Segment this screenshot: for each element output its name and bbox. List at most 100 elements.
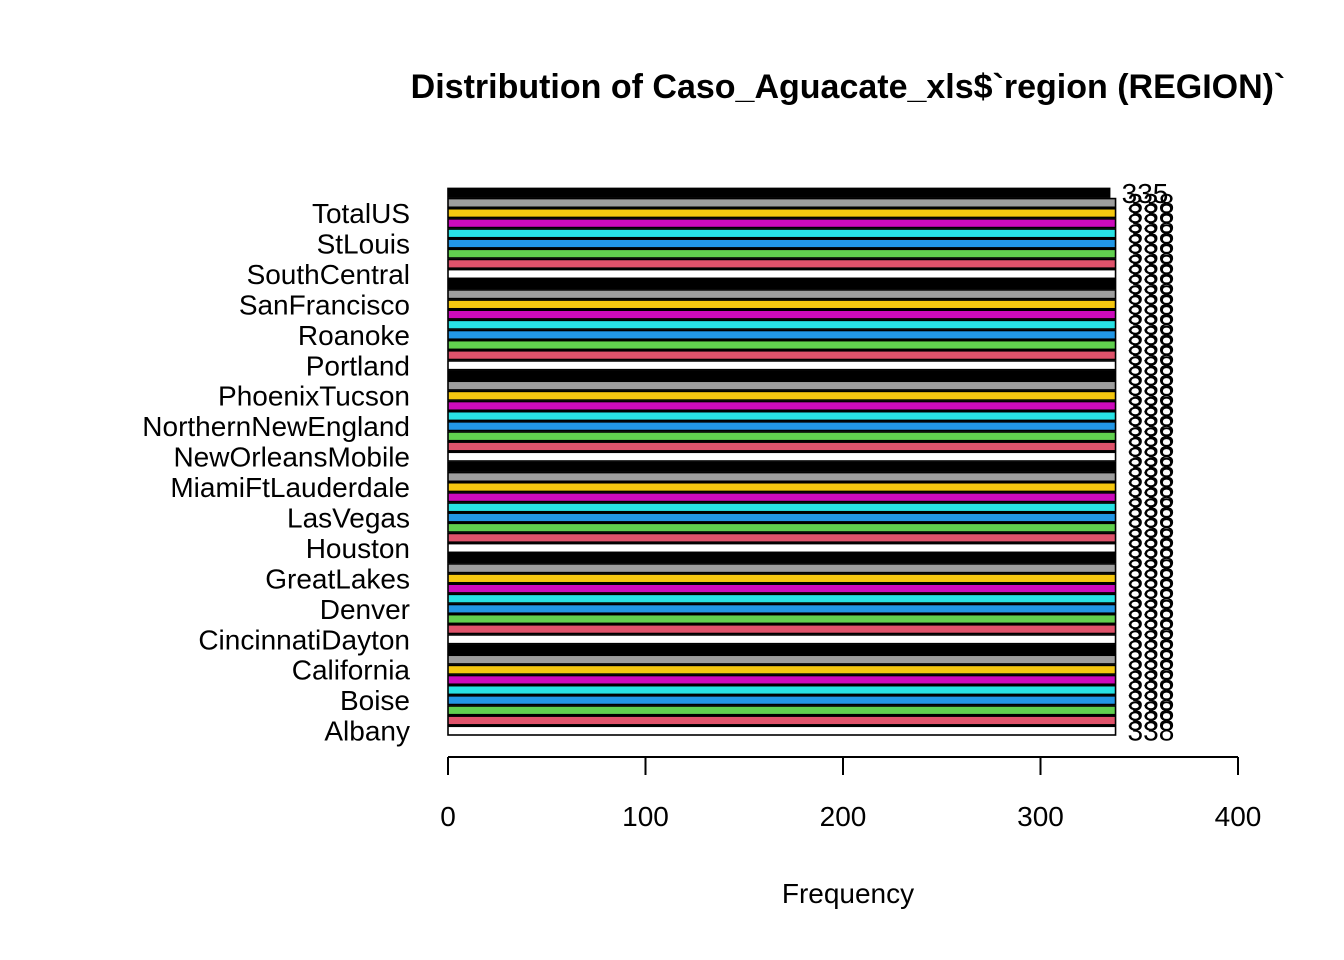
bar-Boise bbox=[447, 695, 1117, 706]
bar-Philadelphia bbox=[447, 400, 1117, 412]
bar-Midsouth bbox=[447, 471, 1117, 483]
category-label-NorthernNewEngland: NorthernNewEngland bbox=[142, 411, 410, 442]
bar-HarrisburgScranton bbox=[447, 563, 1117, 574]
value-label-RaleighGreensboro: 338 bbox=[1128, 340, 1175, 371]
bar-Boston bbox=[447, 684, 1117, 696]
bar-NorthernNewEngland bbox=[447, 421, 1117, 432]
bar-Chicago bbox=[447, 644, 1117, 655]
category-label-CincinnatiDayton: CincinnatiDayton bbox=[198, 624, 410, 655]
bar-BaltimoreWashington bbox=[447, 705, 1117, 716]
value-label-Midsouth: 338 bbox=[1128, 462, 1175, 493]
value-label-Roanoke: 338 bbox=[1128, 320, 1175, 351]
bar-Syracuse bbox=[447, 228, 1117, 239]
bar-Houston bbox=[447, 542, 1117, 554]
value-label-RichmondNorfolk: 338 bbox=[1128, 330, 1175, 361]
value-label-Portland: 338 bbox=[1128, 350, 1175, 381]
value-label-TotalUS: 338 bbox=[1128, 198, 1175, 229]
category-label-Boise: Boise bbox=[340, 685, 410, 716]
bar-Tampa bbox=[447, 218, 1117, 229]
value-label-Orlando: 338 bbox=[1128, 401, 1175, 432]
value-label-CincinnatiDayton: 338 bbox=[1128, 624, 1175, 655]
bar-RichmondNorfolk bbox=[447, 339, 1117, 351]
bar-DallasFtWorth bbox=[447, 613, 1117, 625]
value-label-WestTexNewMexico: 335 bbox=[1122, 178, 1169, 209]
category-label-Houston: Houston bbox=[306, 533, 410, 564]
value-label-Seattle: 338 bbox=[1128, 279, 1175, 310]
value-label-HartfordSpringfield: 338 bbox=[1128, 543, 1175, 574]
bar-LosAngeles bbox=[447, 502, 1117, 513]
bar-TotalUS bbox=[447, 207, 1117, 219]
bar-SouthCentral bbox=[447, 268, 1117, 280]
bar-Seattle bbox=[447, 289, 1117, 300]
bar-LasVegas bbox=[447, 512, 1117, 523]
x-tick-label-200: 200 bbox=[820, 801, 867, 832]
value-label-GrandRapids: 338 bbox=[1128, 574, 1175, 605]
value-label-Jacksonville: 338 bbox=[1128, 513, 1175, 544]
value-label-StLouis: 338 bbox=[1128, 229, 1175, 260]
bar-Roanoke bbox=[447, 329, 1117, 341]
bar-Southeast bbox=[447, 258, 1117, 269]
value-label-NewOrleansMobile: 338 bbox=[1128, 442, 1175, 473]
bar-Pittsburgh bbox=[447, 380, 1117, 391]
value-label-Charlotte: 338 bbox=[1128, 645, 1175, 676]
bar-SanDiego bbox=[447, 309, 1117, 320]
value-label-Tampa: 338 bbox=[1128, 208, 1175, 239]
value-label-Columbus: 338 bbox=[1128, 614, 1175, 645]
x-tick-label-0: 0 bbox=[440, 801, 456, 832]
bar-CincinnatiDayton bbox=[447, 634, 1117, 645]
value-label-Philadelphia: 338 bbox=[1128, 391, 1175, 422]
category-label-Portland: Portland bbox=[306, 350, 410, 381]
category-label-SouthCentral: SouthCentral bbox=[247, 259, 410, 290]
value-label-SanFrancisco: 338 bbox=[1128, 289, 1175, 320]
value-label-Nashville: 338 bbox=[1128, 452, 1175, 483]
value-label-Spokane: 338 bbox=[1128, 239, 1175, 270]
bar-Orlando bbox=[447, 410, 1117, 422]
bar-Detroit bbox=[447, 593, 1117, 604]
bar-BuffaloRochester bbox=[447, 674, 1117, 686]
value-label-Syracuse: 338 bbox=[1128, 218, 1175, 249]
category-label-TotalUS: TotalUS bbox=[312, 198, 410, 229]
bar-NewYork bbox=[447, 441, 1117, 452]
category-label-MiamiFtLauderdale: MiamiFtLauderdale bbox=[170, 472, 410, 503]
value-label-Indianapolis: 338 bbox=[1128, 523, 1175, 554]
bar-Atlanta bbox=[447, 715, 1117, 726]
x-tick-label-400: 400 bbox=[1215, 801, 1262, 832]
bar-Sacramento bbox=[447, 319, 1117, 330]
category-label-Denver: Denver bbox=[320, 594, 410, 625]
value-label-Denver: 338 bbox=[1128, 594, 1175, 625]
bar-Columbus bbox=[447, 623, 1117, 635]
value-label-DallasFtWorth: 338 bbox=[1128, 604, 1175, 635]
bar-Nashville bbox=[447, 461, 1117, 472]
bar-SouthCarolina bbox=[447, 278, 1117, 290]
category-label-California: California bbox=[292, 655, 411, 686]
category-label-LasVegas: LasVegas bbox=[287, 503, 410, 534]
value-label-Detroit: 338 bbox=[1128, 584, 1175, 615]
bar-WestTexNewMexico bbox=[447, 187, 1111, 198]
value-label-Chicago: 338 bbox=[1128, 634, 1175, 665]
value-label-California: 338 bbox=[1128, 655, 1175, 686]
value-label-Houston: 338 bbox=[1128, 533, 1175, 564]
value-label-NorthernNewEngland: 338 bbox=[1128, 411, 1175, 442]
bar-Albany bbox=[447, 725, 1117, 736]
value-label-Plains: 338 bbox=[1128, 360, 1175, 391]
value-label-PhoenixTucson: 338 bbox=[1128, 381, 1175, 412]
value-label-LasVegas: 338 bbox=[1128, 503, 1175, 534]
category-label-Roanoke: Roanoke bbox=[298, 320, 410, 351]
value-label-West: 338 bbox=[1128, 188, 1175, 219]
value-label-SouthCentral: 338 bbox=[1128, 259, 1175, 290]
bar-MiamiFtLauderdale bbox=[447, 481, 1117, 493]
bar-Northeast bbox=[447, 431, 1117, 442]
value-label-Boston: 338 bbox=[1128, 675, 1175, 706]
category-label-StLouis: StLouis bbox=[317, 229, 410, 260]
value-label-Northeast: 338 bbox=[1128, 421, 1175, 452]
category-label-Albany: Albany bbox=[324, 716, 410, 747]
bar-Plains bbox=[447, 370, 1117, 381]
value-label-BaltimoreWashington: 338 bbox=[1128, 695, 1175, 726]
value-label-Boise: 338 bbox=[1128, 685, 1175, 716]
value-label-LosAngeles: 338 bbox=[1128, 492, 1175, 523]
value-label-Sacramento: 338 bbox=[1128, 310, 1175, 341]
category-label-GreatLakes: GreatLakes bbox=[265, 563, 410, 594]
value-labels-group: 3383383383383383383383383383383383383383… bbox=[1122, 178, 1175, 747]
bar-Spokane bbox=[447, 248, 1117, 259]
